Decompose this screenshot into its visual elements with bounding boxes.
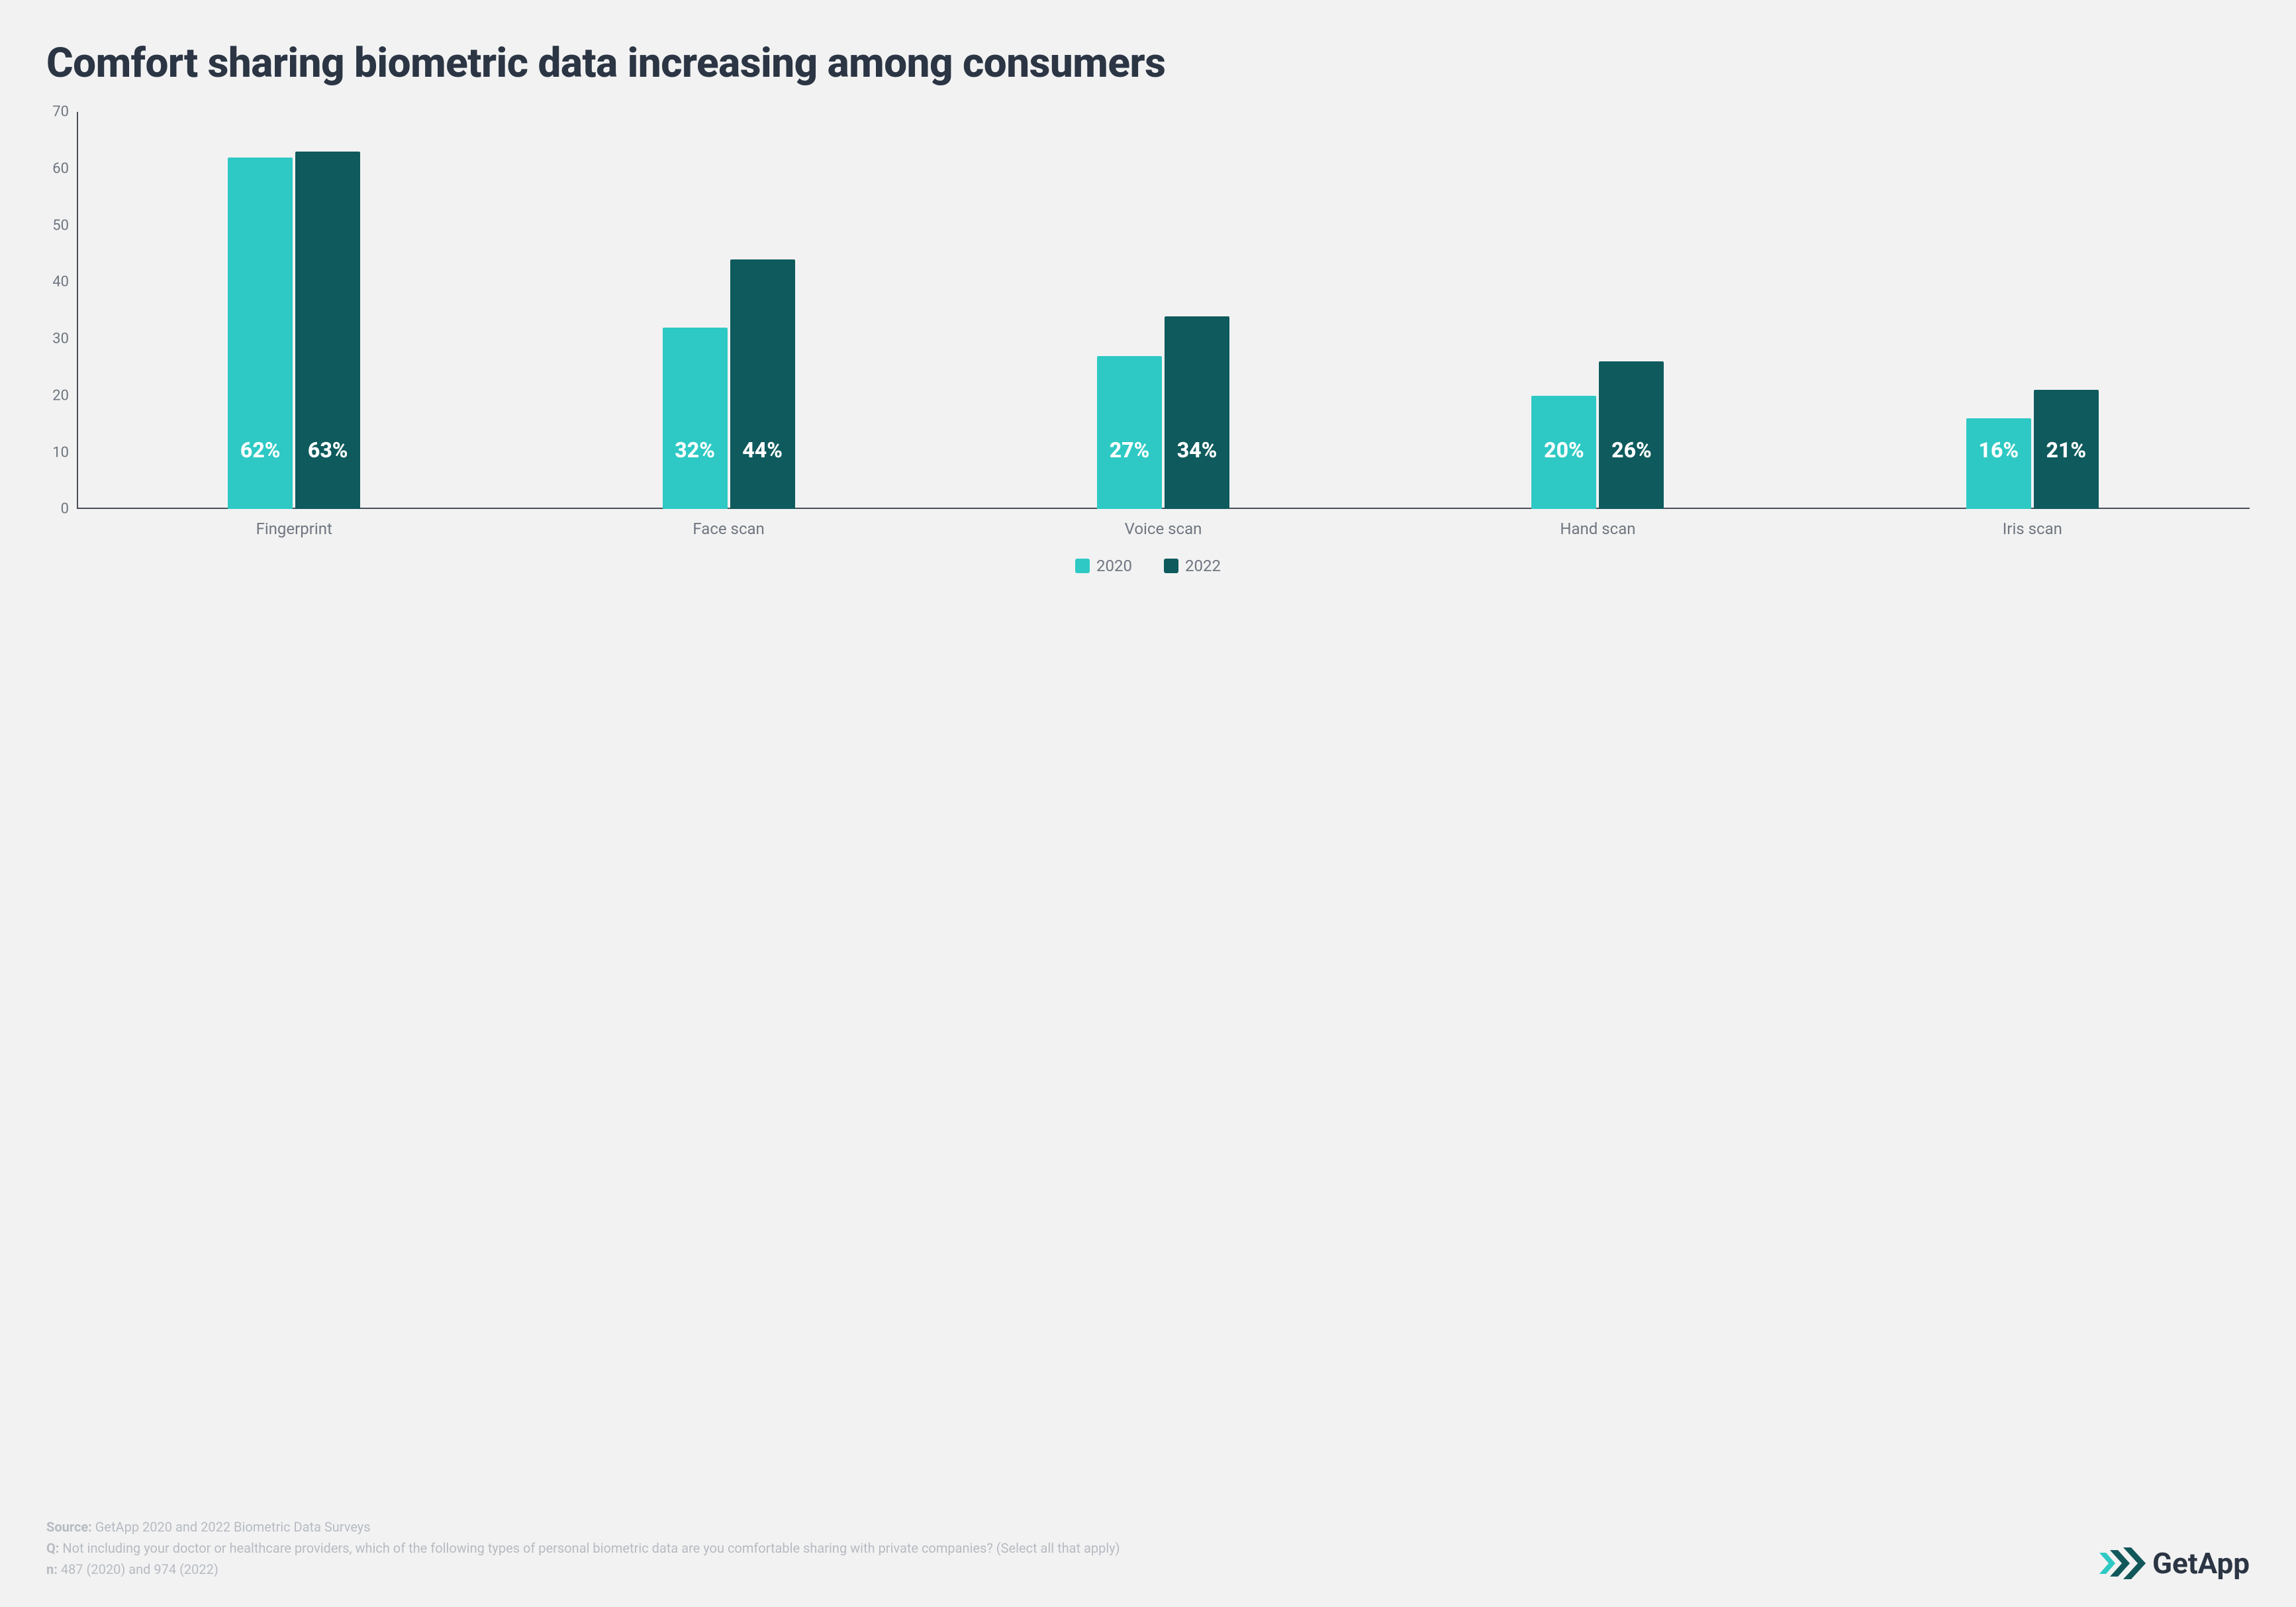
x-category-label: Fingerprint xyxy=(77,509,511,538)
bar-group: 20% 26% xyxy=(1380,112,1815,509)
n-line: n: 487 (2020) and 974 (2022) xyxy=(46,1559,1120,1579)
bar: 27% xyxy=(1097,356,1162,509)
x-labels-row: FingerprintFace scanVoice scanHand scanI… xyxy=(46,509,2250,538)
bar-group: 32% 44% xyxy=(511,112,945,509)
chart-title: Comfort sharing biometric data increasin… xyxy=(46,40,2250,87)
y-tick: 0 xyxy=(61,501,69,518)
bar: 32% xyxy=(663,328,728,509)
x-category-label: Face scan xyxy=(511,509,945,538)
n-text: 487 (2020) and 974 (2022) xyxy=(61,1561,218,1577)
question-label: Q: xyxy=(46,1540,59,1556)
chart-area: 010203040506070 62%63%32%44%27%34%20%26%… xyxy=(46,112,2250,575)
question-line: Q: Not including your doctor or healthca… xyxy=(46,1538,1120,1558)
footer: Source: GetApp 2020 and 2022 Biometric D… xyxy=(46,1491,2250,1581)
bar-group: 16% 21% xyxy=(1815,112,2250,509)
legend-item: 2022 xyxy=(1164,557,1221,575)
x-labels: FingerprintFace scanVoice scanHand scanI… xyxy=(77,509,2250,538)
footnotes: Source: GetApp 2020 and 2022 Biometric D… xyxy=(46,1517,1120,1581)
legend-item: 2020 xyxy=(1075,557,1132,575)
source-line: Source: GetApp 2020 and 2022 Biometric D… xyxy=(46,1517,1120,1537)
bar-value-label: 26% xyxy=(1611,437,1652,463)
source-label: Source: xyxy=(46,1519,92,1535)
bar: 62% xyxy=(228,158,293,509)
n-label: n: xyxy=(46,1561,58,1577)
bar: 44% xyxy=(730,259,795,509)
bar: 16% xyxy=(1966,418,2031,509)
bar-value-label: 27% xyxy=(1110,437,1150,463)
y-ticks: 010203040506070 xyxy=(46,112,69,509)
question-text: Not including your doctor or healthcare … xyxy=(62,1540,1120,1556)
bar-value-label: 16% xyxy=(1979,437,2019,463)
chart: 010203040506070 62%63%32%44%27%34%20%26%… xyxy=(46,112,2250,509)
legend-label: 2022 xyxy=(1185,557,1221,575)
legend-label: 2020 xyxy=(1096,557,1132,575)
x-category-label: Hand scan xyxy=(1380,509,1815,538)
bar-value-label: 20% xyxy=(1544,437,1584,463)
y-tick: 30 xyxy=(52,331,69,347)
x-category-label: Voice scan xyxy=(946,509,1380,538)
bar: 26% xyxy=(1599,361,1664,509)
bar-value-label: 44% xyxy=(742,437,783,463)
infographic-card: Comfort sharing biometric data increasin… xyxy=(0,0,2296,1607)
brand: GetApp xyxy=(2099,1546,2250,1581)
legend-swatch xyxy=(1164,559,1178,573)
bar: 20% xyxy=(1531,396,1596,509)
bar-group: 27% 34% xyxy=(946,112,1380,509)
y-tick: 20 xyxy=(52,387,69,404)
bar-value-label: 62% xyxy=(240,437,281,463)
brand-name: GetApp xyxy=(2152,1546,2250,1581)
y-tick: 70 xyxy=(52,104,69,120)
bar-value-label: 32% xyxy=(675,437,715,463)
x-category-label: Iris scan xyxy=(1815,509,2250,538)
bar: 34% xyxy=(1165,316,1229,509)
y-axis: 010203040506070 xyxy=(46,112,77,509)
bar-value-label: 21% xyxy=(2046,437,2087,463)
bar-value-label: 63% xyxy=(308,437,348,463)
source-text: GetApp 2020 and 2022 Biometric Data Surv… xyxy=(95,1519,371,1535)
y-tick: 60 xyxy=(52,161,69,177)
bar-value-label: 34% xyxy=(1177,437,1218,463)
legend: 2020 2022 xyxy=(46,557,2250,575)
legend-swatch xyxy=(1075,559,1090,573)
plot-area: 62% 63% 32% 44% 27% 34% 20% 26% 16% 21% xyxy=(77,112,2250,509)
y-tick: 10 xyxy=(52,444,69,461)
brand-logo-icon xyxy=(2099,1547,2146,1579)
y-tick: 50 xyxy=(52,217,69,234)
y-tick: 40 xyxy=(52,274,69,291)
bar: 63% xyxy=(295,152,360,509)
bar: 21% xyxy=(2034,390,2099,509)
bar-groups: 62% 63% 32% 44% 27% 34% 20% 26% 16% 21% xyxy=(77,112,2250,509)
bar-group: 62% 63% xyxy=(77,112,511,509)
